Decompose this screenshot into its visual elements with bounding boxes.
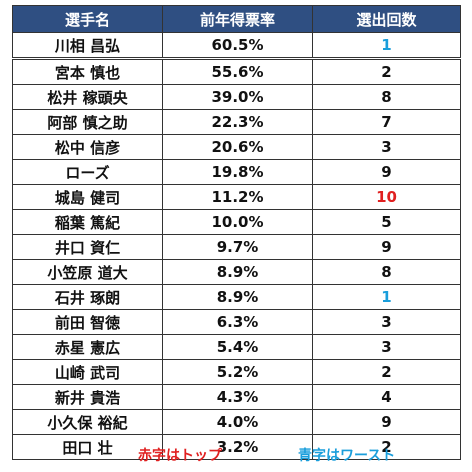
table-row: 松中 信彦 20.6% 3	[12, 134, 461, 160]
player-name-cell: 城島 健司	[12, 184, 163, 210]
table-row: 川相 昌弘 60.5% 1	[12, 32, 461, 60]
player-name-cell: 小久保 裕紀	[12, 409, 163, 435]
selection-count-cell: 9	[312, 409, 461, 435]
table-row: 井口 資仁 9.7% 9	[12, 234, 461, 260]
player-name-cell: 新井 貴浩	[12, 384, 163, 410]
vote-rate-cell: 3.2%	[162, 434, 313, 460]
table-row: 小笠原 道大 8.9% 8	[12, 259, 461, 285]
ranking-table: 選手名 前年得票率 選出回数 川相 昌弘 60.5% 1 宮本 慎也 55.6% 2 松井 …	[12, 5, 461, 460]
vote-rate-cell: 4.3%	[162, 384, 313, 410]
player-name-cell: 赤星 憲広	[12, 334, 163, 360]
vote-rate-cell: 39.0%	[162, 84, 313, 110]
player-name-cell: 阿部 慎之助	[12, 109, 163, 135]
selection-count-cell: 2	[312, 359, 461, 385]
selection-count-cell: 9	[312, 234, 461, 260]
player-name-cell: 前田 智徳	[12, 309, 163, 335]
legend: 赤字はトップ 青字はワースト	[0, 441, 472, 465]
selection-count-cell: 9	[312, 159, 461, 185]
table-row: 阿部 慎之助 22.3% 7	[12, 109, 461, 135]
player-name-cell: 田口 壮	[12, 434, 163, 460]
vote-rate-cell: 22.3%	[162, 109, 313, 135]
selection-count-cell: 1	[312, 32, 461, 60]
selection-count-cell: 3	[312, 309, 461, 335]
vote-rate-cell: 5.4%	[162, 334, 313, 360]
header-prev-vote-rate: 前年得票率	[162, 5, 313, 33]
vote-rate-cell: 19.8%	[162, 159, 313, 185]
selection-count-cell: 4	[312, 384, 461, 410]
legend-blue-note: 青字はワースト	[298, 448, 396, 464]
selection-count-cell: 3	[312, 134, 461, 160]
vote-rate-cell: 10.0%	[162, 209, 313, 235]
player-name-cell: 石井 琢朗	[12, 284, 163, 310]
selection-count-cell: 3	[312, 334, 461, 360]
player-name-cell: 松井 稼頭央	[12, 84, 163, 110]
player-name-cell: 宮本 慎也	[12, 58, 163, 85]
vote-rate-cell: 9.7%	[162, 234, 313, 260]
player-name-cell: 山崎 武司	[12, 359, 163, 385]
table-row: 新井 貴浩 4.3% 4	[12, 384, 461, 410]
table-row: ローズ 19.8% 9	[12, 159, 461, 185]
selection-count-cell: 2	[312, 434, 461, 460]
table-row: 山崎 武司 5.2% 2	[12, 359, 461, 385]
player-name-cell: 松中 信彦	[12, 134, 163, 160]
player-name-cell: 稲葉 篤紀	[12, 209, 163, 235]
selection-count-cell: 8	[312, 259, 461, 285]
selection-count-cell: 10	[312, 184, 461, 210]
vote-rate-cell: 11.2%	[162, 184, 313, 210]
selection-count-cell: 7	[312, 109, 461, 135]
vote-rate-cell: 8.9%	[162, 259, 313, 285]
selection-count-cell: 8	[312, 84, 461, 110]
player-name-cell: 井口 資仁	[12, 234, 163, 260]
table-row: 松井 稼頭央 39.0% 8	[12, 84, 461, 110]
vote-rate-cell: 6.3%	[162, 309, 313, 335]
table-row: 稲葉 篤紀 10.0% 5	[12, 209, 461, 235]
selection-count-cell: 5	[312, 209, 461, 235]
table-row: 赤星 憲広 5.4% 3	[12, 334, 461, 360]
table-body: 川相 昌弘 60.5% 1 宮本 慎也 55.6% 2 松井 稼頭央 39.0% 8 阿部 慎之助…	[12, 32, 461, 460]
legend-red-note: 赤字はトップ	[138, 448, 222, 464]
table-row: 小久保 裕紀 4.0% 9	[12, 409, 461, 435]
table-row: 石井 琢朗 8.9% 1	[12, 284, 461, 310]
table-row: 宮本 慎也 55.6% 2	[12, 58, 461, 85]
vote-rate-cell: 60.5%	[162, 32, 313, 60]
vote-rate-cell: 8.9%	[162, 284, 313, 310]
table-row: 前田 智徳 6.3% 3	[12, 309, 461, 335]
vote-rate-cell: 20.6%	[162, 134, 313, 160]
table-row: 田口 壮 3.2% 2	[12, 434, 461, 460]
vote-rate-cell: 5.2%	[162, 359, 313, 385]
player-name-cell: 小笠原 道大	[12, 259, 163, 285]
selection-count-cell: 1	[312, 284, 461, 310]
vote-rate-cell: 4.0%	[162, 409, 313, 435]
vote-rate-cell: 55.6%	[162, 58, 313, 85]
selection-count-cell: 2	[312, 58, 461, 85]
header-row: 選手名 前年得票率 選出回数	[12, 5, 461, 33]
player-name-cell: 川相 昌弘	[12, 32, 163, 60]
table-row: 城島 健司 11.2% 10	[12, 184, 461, 210]
header-player-name: 選手名	[12, 5, 163, 33]
player-name-cell: ローズ	[12, 159, 163, 185]
header-selection-count: 選出回数	[312, 5, 461, 33]
